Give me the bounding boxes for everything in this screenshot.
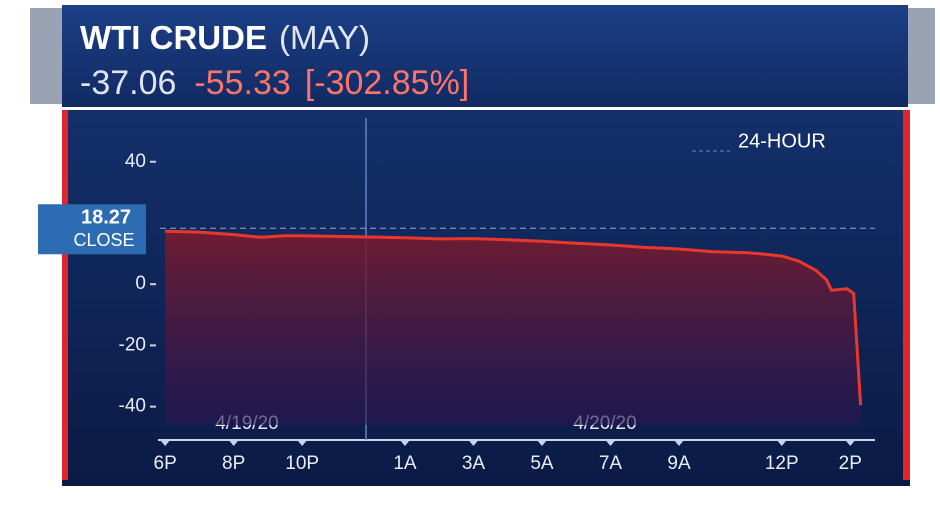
x-tick-label: 3A — [462, 453, 486, 474]
header-quote: -37.06 -55.33 [-302.85%] — [80, 64, 469, 102]
x-tick-label: 8P — [222, 453, 245, 474]
last-price: -37.06 — [80, 64, 176, 102]
x-tick-label: 2P — [839, 453, 862, 474]
x-tick-label: 1A — [393, 453, 417, 474]
close-box — [38, 204, 146, 255]
y-tick-label: -40 — [119, 396, 146, 417]
area-fill — [165, 231, 861, 425]
close-label: CLOSE — [73, 230, 134, 250]
instrument: WTI CRUDE — [80, 19, 267, 56]
header-title: WTI CRUDE (MAY) — [80, 19, 370, 56]
y-tick-label: 40 — [125, 151, 146, 172]
x-tick — [536, 440, 547, 446]
contract: (MAY) — [279, 19, 370, 56]
x-tick-label: 5A — [530, 453, 554, 474]
x-tick — [228, 440, 239, 446]
x-tick — [605, 440, 616, 446]
y-tick-label: 0 — [135, 273, 146, 294]
x-tick — [399, 440, 410, 446]
close-value: 18.27 — [81, 207, 131, 229]
x-tick-label: 12P — [765, 453, 799, 474]
x-tick — [776, 440, 787, 446]
x-tick — [845, 440, 856, 446]
x-tick — [674, 440, 685, 446]
right-edge — [903, 110, 910, 480]
x-tick-label: 9A — [667, 453, 691, 474]
x-tick — [297, 440, 308, 446]
y-tick-label: -20 — [119, 334, 146, 355]
change-pct: [-302.85%] — [305, 64, 469, 102]
x-tick-label: 7A — [599, 453, 623, 474]
x-tick-label: 6P — [154, 453, 177, 474]
x-tick-label: 10P — [285, 453, 319, 474]
price-line — [165, 229, 863, 406]
header-band — [62, 5, 908, 107]
change: -55.33 — [194, 64, 290, 102]
x-tick — [160, 440, 171, 446]
left-edge — [62, 110, 68, 480]
range-label: 24-HOUR — [738, 130, 826, 152]
x-tick — [468, 440, 479, 446]
